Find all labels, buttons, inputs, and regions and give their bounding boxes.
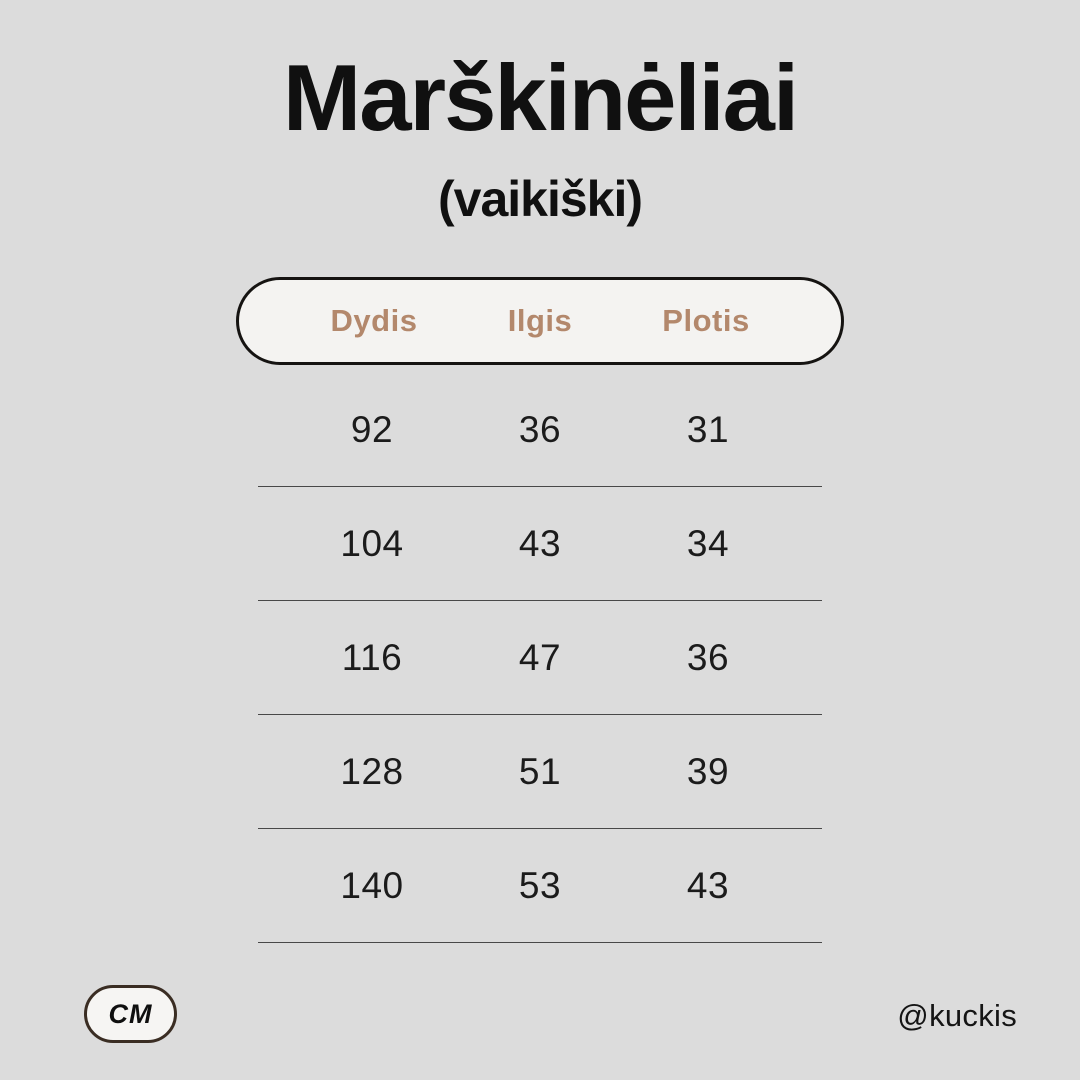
table-row: 92 36 31 [258,373,822,487]
table-cell: 43 [686,864,730,906]
credit-handle: @kuckis [897,998,1017,1033]
table-cell: 53 [518,864,562,906]
table-cell: 43 [518,522,562,564]
table-cell: 36 [518,408,562,450]
table-header-row: Dydis Ilgis Plotis [236,277,844,365]
table-row: 104 43 34 [258,487,822,601]
table-cell: 36 [686,636,730,678]
table-cell: 31 [686,408,730,450]
table-cell: 39 [686,750,730,792]
column-header: Ilgis [507,303,573,338]
table-row: 116 47 36 [258,601,822,715]
table-cell: 34 [686,522,730,564]
table-cell: 140 [340,864,404,906]
column-header: Dydis [330,303,418,338]
table-cell: 104 [340,522,404,564]
table-cell: 47 [518,636,562,678]
table-body: 92 36 31 104 43 34 116 47 36 128 51 39 140 53 43 [258,373,822,943]
unit-badge-label: CM [108,998,153,1029]
table-row: 140 53 43 [258,829,822,943]
table-cell: 51 [518,750,562,792]
table-cell: 116 [341,636,403,678]
unit-badge: CM [84,985,177,1043]
table-row: 128 51 39 [258,715,822,829]
table-cell: 128 [340,750,404,792]
table-cell: 92 [350,408,394,450]
page-subtitle: (vaikiški) [437,171,643,227]
page-title: Marškinėliai [282,45,799,150]
column-header: Plotis [662,303,750,338]
